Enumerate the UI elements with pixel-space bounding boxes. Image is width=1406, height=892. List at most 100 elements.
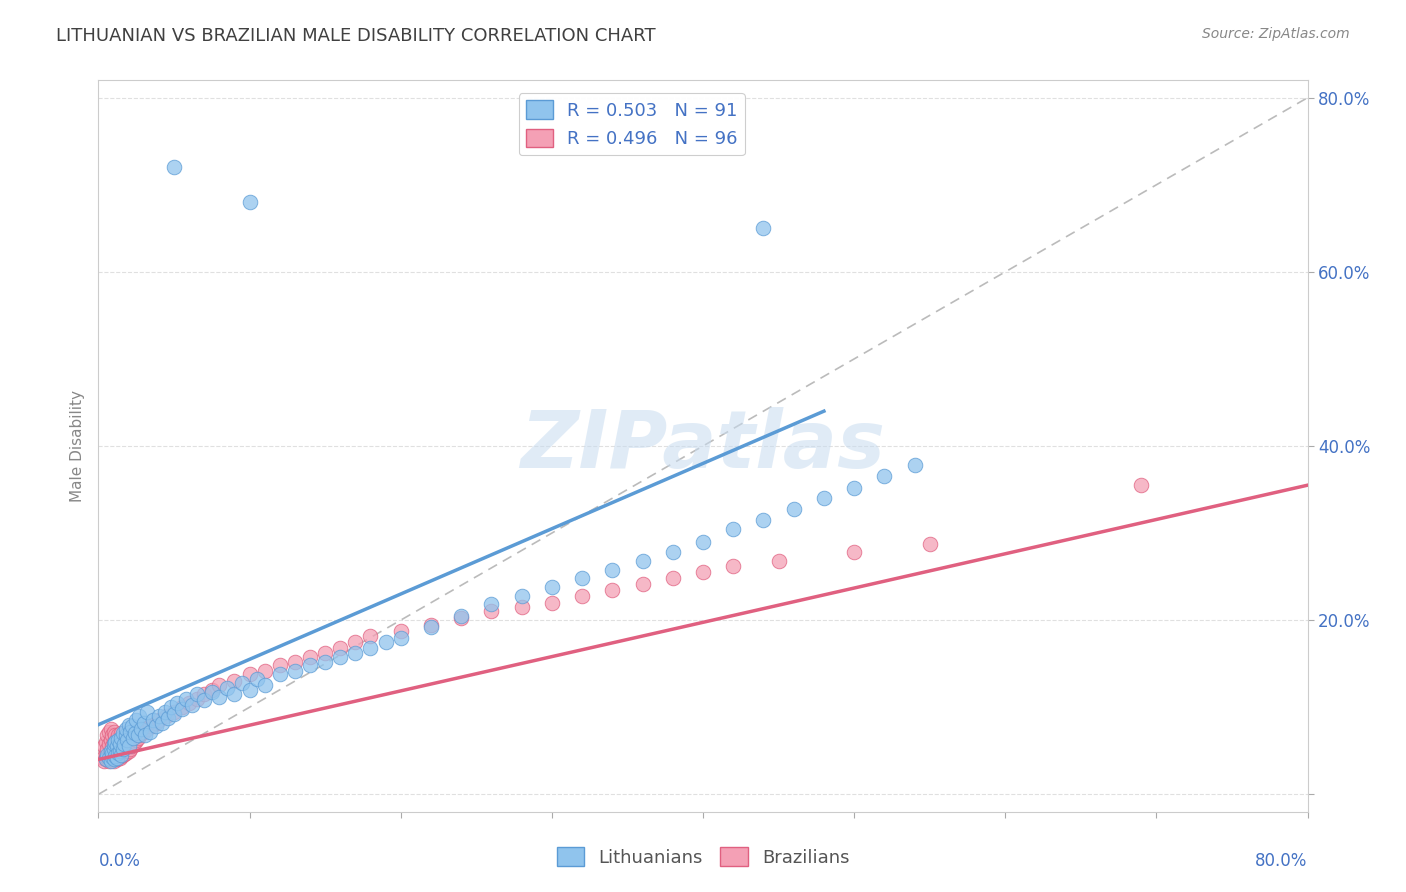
Point — [96, 750, 118, 764]
Point — [571, 571, 593, 585]
Legend: R = 0.503   N = 91, R = 0.496   N = 96: R = 0.503 N = 91, R = 0.496 N = 96 — [519, 93, 745, 155]
Text: Source: ZipAtlas.com: Source: ZipAtlas.com — [1202, 27, 1350, 41]
Point — [124, 735, 146, 749]
Point — [132, 715, 155, 730]
Text: ZIPatlas: ZIPatlas — [520, 407, 886, 485]
Point — [314, 655, 336, 669]
Point — [239, 195, 262, 210]
Point — [105, 739, 128, 754]
Point — [253, 664, 276, 678]
Point — [100, 744, 122, 758]
Point — [389, 624, 412, 638]
Point — [510, 600, 533, 615]
Point — [121, 739, 143, 754]
Point — [153, 705, 176, 719]
Point — [163, 161, 186, 175]
Point — [170, 700, 193, 714]
Point — [98, 724, 121, 739]
Point — [105, 731, 128, 746]
Point — [723, 559, 745, 574]
Point — [112, 747, 135, 762]
Point — [107, 739, 129, 754]
Point — [98, 750, 121, 764]
Point — [540, 596, 562, 610]
Point — [450, 611, 472, 625]
Point — [179, 696, 201, 710]
Point — [100, 752, 122, 766]
Text: LITHUANIAN VS BRAZILIAN MALE DISABILITY CORRELATION CHART: LITHUANIAN VS BRAZILIAN MALE DISABILITY … — [56, 27, 655, 45]
Point — [752, 221, 775, 235]
Point — [103, 746, 125, 760]
Point — [128, 709, 150, 723]
Point — [93, 739, 115, 754]
Point — [150, 715, 173, 730]
Point — [329, 640, 352, 655]
Point — [104, 739, 127, 754]
Point — [103, 735, 125, 749]
Point — [239, 682, 262, 697]
Point — [103, 742, 125, 756]
Point — [107, 728, 129, 742]
Point — [111, 735, 134, 749]
Point — [98, 748, 121, 763]
Point — [108, 737, 131, 751]
Point — [125, 714, 148, 728]
Point — [918, 536, 941, 550]
Point — [215, 681, 238, 695]
Point — [111, 742, 134, 756]
Point — [122, 737, 145, 751]
Point — [193, 693, 215, 707]
Point — [481, 598, 503, 612]
Point — [129, 726, 152, 740]
Point — [139, 724, 162, 739]
Point — [96, 748, 118, 763]
Point — [723, 522, 745, 536]
Point — [111, 748, 134, 763]
Point — [145, 719, 167, 733]
Point — [450, 608, 472, 623]
Point — [129, 722, 152, 736]
Point — [115, 731, 138, 746]
Point — [181, 698, 204, 713]
Point — [105, 752, 128, 766]
Point — [94, 735, 117, 749]
Point — [253, 678, 276, 692]
Point — [155, 709, 177, 723]
Point — [114, 728, 136, 742]
Point — [101, 749, 124, 764]
Point — [110, 748, 132, 763]
Point — [224, 674, 246, 689]
Point — [118, 717, 141, 731]
Point — [104, 735, 127, 749]
Point — [103, 724, 125, 739]
Point — [344, 646, 367, 660]
Point — [135, 722, 157, 736]
Point — [186, 687, 208, 701]
Point — [269, 658, 291, 673]
Point — [94, 752, 117, 766]
Point — [329, 649, 352, 664]
Point — [139, 719, 162, 733]
Point — [110, 749, 132, 764]
Point — [122, 731, 145, 745]
Point — [510, 589, 533, 603]
Point — [631, 576, 654, 591]
Point — [844, 481, 866, 495]
Point — [344, 635, 367, 649]
Y-axis label: Male Disability: Male Disability — [69, 390, 84, 502]
Point — [284, 655, 307, 669]
Point — [160, 700, 183, 714]
Point — [94, 752, 117, 766]
Point — [115, 733, 138, 747]
Point — [132, 724, 155, 739]
Point — [231, 676, 253, 690]
Point — [193, 687, 215, 701]
Point — [108, 737, 131, 751]
Point — [145, 715, 167, 730]
Point — [571, 589, 593, 603]
Point — [98, 754, 121, 768]
Point — [314, 646, 336, 660]
Point — [420, 617, 443, 632]
Point — [360, 640, 382, 655]
Point — [101, 739, 124, 754]
